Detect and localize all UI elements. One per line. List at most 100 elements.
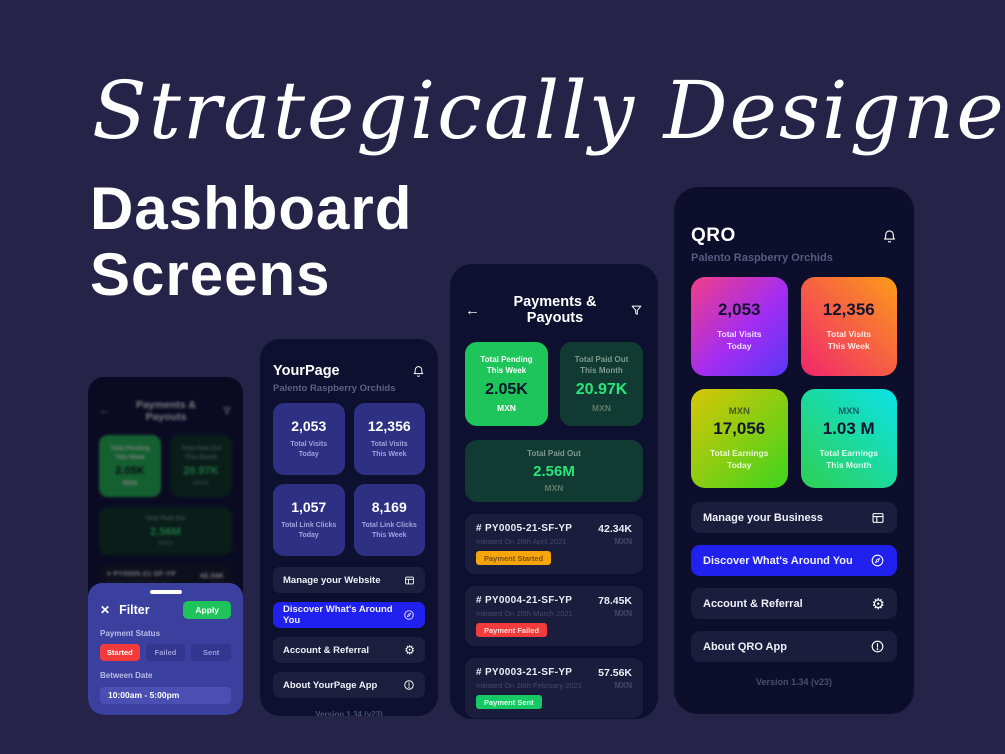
transaction-currency: MXN <box>614 609 632 618</box>
transaction-amount: 42.34K <box>598 523 632 535</box>
transaction-currency: MXN <box>614 537 632 546</box>
bell-icon[interactable] <box>882 229 897 244</box>
summary-card-paid-month: Total Paid Out This Month 20.97K MXN <box>170 435 232 497</box>
stat-value: 12,356 <box>367 418 411 435</box>
menu-item-discover[interactable]: Discover What's Around You <box>691 545 897 576</box>
menu-label: Account & Referral <box>703 597 803 610</box>
drag-handle[interactable] <box>149 590 182 594</box>
transaction-id: # PY0005-21-SF-YP <box>476 523 573 534</box>
menu-item-about-app[interactable]: About QRO App <box>691 631 897 662</box>
info-icon <box>403 679 415 691</box>
bell-icon[interactable] <box>412 365 425 378</box>
menu-label: About YourPage App <box>283 679 378 691</box>
stat-card-visits-week: 12,356 Total Visits This Week <box>353 403 425 475</box>
card-label: Total Paid Out This Month <box>180 446 222 461</box>
transaction-row[interactable]: # PY0004-21-SF-YP Initiated On 25th Marc… <box>465 586 643 646</box>
back-arrow-icon[interactable]: ← <box>99 404 110 417</box>
menu-label: Account & Referral <box>283 644 370 656</box>
card-label: Total Paid Out <box>145 516 186 523</box>
chip-started[interactable]: Started <box>100 644 140 661</box>
stat-card-earnings-month: MXN 1.03 M Total Earnings This Month <box>800 389 897 488</box>
stat-label: Total Visits Today <box>290 441 328 458</box>
gear-icon: ⚙ <box>871 594 885 613</box>
filter-modal: ✕ Filter Apply Payment Status Started Fa… <box>88 583 243 715</box>
menu-item-about-app[interactable]: About YourPage App <box>273 672 425 698</box>
stat-card-visits-today: 2,053 Total Visits Today <box>691 277 788 376</box>
filter-icon[interactable] <box>630 304 643 317</box>
transaction-date: Initiated On 28th February 2021 <box>476 681 582 690</box>
card-currency: MXN <box>193 479 209 487</box>
summary-card-pending: Total Pending This Week 2.05K MXN <box>99 435 161 497</box>
transaction-currency: MXN <box>614 681 632 690</box>
apply-button[interactable]: Apply <box>183 601 231 619</box>
stat-card-visits-today: 2,053 Total Visits Today <box>273 403 345 475</box>
stat-label: Total Visits This Week <box>826 329 872 351</box>
payment-status-label: Payment Status <box>100 629 161 638</box>
stat-card-clicks-week: 8,169 Total Link Clicks This Week <box>353 484 425 556</box>
transaction-id: # PY0004-21-SF-YP <box>476 595 573 606</box>
transaction-id: # PY0005-21-SF-YP <box>107 571 176 578</box>
menu-item-account-referral[interactable]: Account & Referral ⚙ <box>273 637 425 663</box>
card-currency: MXN <box>497 402 516 413</box>
filter-icon[interactable] <box>222 406 232 416</box>
headline-script: Strategically Designed <box>92 64 1005 157</box>
transaction-date: Initiated On 25th March 2021 <box>476 609 573 618</box>
stat-value: 2,053 <box>291 418 327 435</box>
stat-currency: MXN <box>838 405 860 417</box>
card-currency: MXN <box>592 402 611 413</box>
summary-card-pending: Total Pending This Week 2.05K MXN <box>465 342 548 426</box>
compass-icon <box>870 553 885 568</box>
menu-item-account-referral[interactable]: Account & Referral ⚙ <box>691 588 897 619</box>
stat-value: 1,057 <box>291 499 327 516</box>
headline-bold: Dashboard Screens <box>90 176 412 308</box>
back-arrow-icon[interactable]: ← <box>465 301 480 319</box>
status-badge-started: Payment Started <box>476 551 552 565</box>
window-icon <box>404 575 415 586</box>
menu-label: Discover What's Around You <box>283 604 393 626</box>
status-badge-failed: Payment Failed <box>476 623 548 637</box>
compass-icon <box>403 609 415 621</box>
phone-qro-screen: QRO Palento Raspberry Orchids 2,053 Tota… <box>674 187 914 714</box>
stat-card-visits-week: 12,356 Total Visits This Week <box>800 277 897 376</box>
card-value: 20.97K <box>183 464 219 477</box>
transaction-amount: 57.56K <box>598 667 632 679</box>
card-label: Total Paid Out <box>527 449 581 459</box>
app-title: QRO <box>691 225 736 246</box>
stat-card-clicks-today: 1,057 Total Link Clicks Today <box>273 484 345 556</box>
menu-label: About QRO App <box>703 640 787 653</box>
app-title: YourPage <box>273 363 340 379</box>
card-currency: MXN <box>122 479 138 487</box>
chip-failed[interactable]: Failed <box>145 644 186 661</box>
stat-value: 2,053 <box>717 300 761 320</box>
menu-item-manage-website[interactable]: Manage your Website <box>273 567 425 593</box>
transaction-amount: 42.34K <box>199 571 224 580</box>
stat-label: Total Earnings Today <box>710 447 769 470</box>
menu-item-manage-business[interactable]: Manage your Business <box>691 502 897 533</box>
stat-value: 1.03 M <box>822 418 875 438</box>
page-title: Payments & Payouts <box>135 399 197 423</box>
stat-value: 12,356 <box>822 300 875 320</box>
card-value: 20.97K <box>575 380 628 398</box>
stat-value: 8,169 <box>371 499 407 516</box>
version-text: Version 1.34 (v23) <box>315 710 383 716</box>
stat-label: Total Link Clicks Today <box>281 522 337 539</box>
date-range-input[interactable]: 10:00am - 5:00pm <box>100 687 231 704</box>
phone-filter-screen: ← Payments & Payouts Total Pending This … <box>88 377 243 715</box>
close-icon[interactable]: ✕ <box>100 603 111 617</box>
menu-label: Discover What's Around You <box>703 554 853 567</box>
headline-line-2: Screens <box>90 241 331 308</box>
transaction-row[interactable]: # PY0005-21-SF-YP Initiated On 26th Apri… <box>465 514 643 574</box>
card-label: Total Pending This Week <box>480 355 533 375</box>
menu-item-discover[interactable]: Discover What's Around You <box>273 602 425 628</box>
phone-payments-screen: ← Payments & Payouts Total Pending This … <box>450 264 658 719</box>
card-value: 2.56M <box>533 462 575 480</box>
info-icon <box>870 639 885 654</box>
between-date-label: Between Date <box>100 671 153 680</box>
card-currency: MXN <box>544 482 564 493</box>
headline-line-1: Dashboard <box>90 175 413 242</box>
chip-sent[interactable]: Sent <box>191 644 232 661</box>
card-label: Total Pending This Week <box>110 446 150 461</box>
summary-card-paid-month: Total Paid Out This Month 20.97K MXN <box>560 342 643 426</box>
transaction-row[interactable]: # PY0003-21-SF-YP Initiated On 28th Febr… <box>465 658 643 718</box>
total-paid-out-card: Total Paid Out 2.56M MXN <box>99 507 232 555</box>
